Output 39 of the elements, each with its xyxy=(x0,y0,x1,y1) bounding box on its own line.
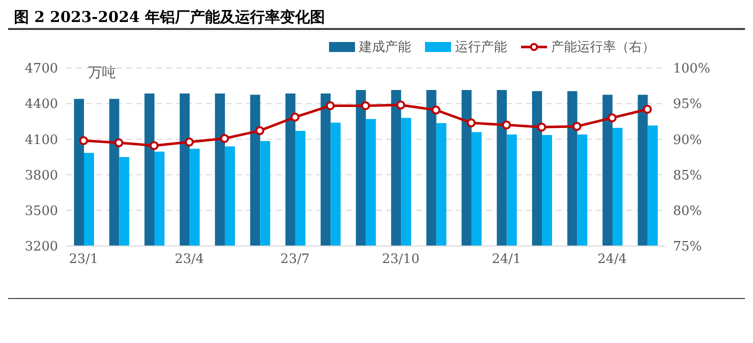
y-tick-label: 3200 xyxy=(24,240,58,255)
x-tick-label: 23/10 xyxy=(382,252,420,268)
x-tick-label: 23/1 xyxy=(69,252,98,268)
y2-tick-label: 100% xyxy=(673,62,710,77)
point xyxy=(361,101,370,110)
x-tick-label: 24/1 xyxy=(492,252,522,268)
y-tick-label: 3500 xyxy=(24,204,58,220)
point xyxy=(184,138,194,147)
point xyxy=(431,106,440,115)
y2-tick-label: 80% xyxy=(673,204,702,220)
point xyxy=(255,126,264,136)
y-tick-label: 4100 xyxy=(24,132,58,148)
point xyxy=(220,134,230,143)
point xyxy=(502,120,511,130)
y-tick-label: 4700 xyxy=(24,62,58,77)
point xyxy=(326,101,335,110)
point xyxy=(150,141,159,150)
point xyxy=(290,112,300,122)
y2-tick-label: 85% xyxy=(673,168,702,184)
y2-tick-label: 75% xyxy=(673,240,702,255)
y2-tick-label: 90% xyxy=(673,132,702,148)
point xyxy=(572,122,582,131)
point xyxy=(642,104,652,114)
legend-label: 建成产能 xyxy=(358,39,411,56)
point xyxy=(608,113,617,122)
y2-tick-label: 95% xyxy=(673,97,702,112)
point xyxy=(466,118,476,128)
x-tick-label: 23/4 xyxy=(174,252,204,268)
point xyxy=(114,138,124,148)
y-tick-label: 3800 xyxy=(24,168,58,184)
legend-label: 运行产能 xyxy=(454,39,507,56)
legend-label: 产能运行率（右） xyxy=(550,39,655,56)
point xyxy=(79,136,88,146)
chart-title: 图 2 2023-2024 年铝厂产能及运行率变化图 xyxy=(8,8,745,30)
x-tick-label: 23/7 xyxy=(280,252,310,268)
point xyxy=(537,122,546,132)
point xyxy=(396,100,406,110)
x-tick-label: 24/4 xyxy=(598,252,627,268)
y-tick-label: 4400 xyxy=(24,97,58,112)
